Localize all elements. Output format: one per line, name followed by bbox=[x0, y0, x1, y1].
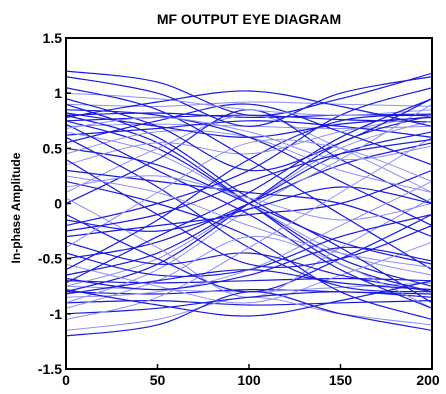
eye-trace bbox=[66, 175, 432, 268]
eye-trace bbox=[66, 291, 432, 337]
x-tick-label: 200 bbox=[416, 372, 440, 388]
eye-trace bbox=[66, 158, 432, 269]
eye-trace bbox=[66, 114, 432, 166]
eye-trace bbox=[66, 142, 432, 260]
eye-trace bbox=[66, 136, 432, 320]
eye-trace bbox=[66, 103, 432, 166]
eye-trace bbox=[66, 70, 432, 117]
x-tick-label: 150 bbox=[329, 372, 353, 388]
eye-trace bbox=[66, 98, 432, 172]
eye-trace bbox=[66, 112, 432, 138]
eye-trace bbox=[66, 112, 432, 119]
eye-trace bbox=[66, 241, 432, 293]
y-tick-label: -1 bbox=[50, 306, 63, 322]
eye-trace bbox=[66, 241, 432, 304]
eye-traces bbox=[66, 70, 432, 337]
eye-trace bbox=[66, 123, 432, 309]
y-axis-label: In-phase Amplitude bbox=[9, 152, 23, 263]
eye-trace bbox=[66, 92, 432, 116]
chart-title: MF OUTPUT EYE DIAGRAM bbox=[157, 11, 341, 27]
eye-trace bbox=[66, 101, 432, 107]
x-tick-label: 100 bbox=[237, 372, 261, 388]
eye-trace bbox=[66, 139, 432, 249]
eye-trace bbox=[66, 280, 432, 317]
eye-trace bbox=[66, 87, 432, 271]
y-axis: 1.5 1 0.5 0 -0.5 -1 -1.5 bbox=[38, 30, 71, 377]
eye-trace bbox=[66, 175, 432, 221]
eye-trace bbox=[66, 76, 432, 127]
eye-trace bbox=[66, 299, 432, 306]
y-tick-label: 0.5 bbox=[43, 140, 63, 156]
eye-trace bbox=[66, 116, 432, 161]
eye-trace bbox=[66, 90, 432, 127]
x-axis: 0 50 100 150 200 bbox=[62, 364, 440, 388]
x-tick-label: 0 bbox=[62, 372, 70, 388]
x-tick-label: 50 bbox=[150, 372, 166, 388]
eye-trace bbox=[66, 186, 432, 232]
y-tick-label: 1.5 bbox=[43, 30, 63, 46]
y-tick-label: -0.5 bbox=[38, 251, 62, 267]
eye-trace bbox=[66, 98, 432, 284]
y-tick-label: 1 bbox=[54, 85, 62, 101]
y-tick-label: 0 bbox=[54, 196, 62, 212]
eye-trace bbox=[66, 235, 432, 309]
eye-trace bbox=[66, 269, 432, 295]
y-tick-label: -1.5 bbox=[38, 361, 62, 377]
eye-trace bbox=[66, 291, 432, 315]
eye-trace bbox=[66, 138, 432, 232]
